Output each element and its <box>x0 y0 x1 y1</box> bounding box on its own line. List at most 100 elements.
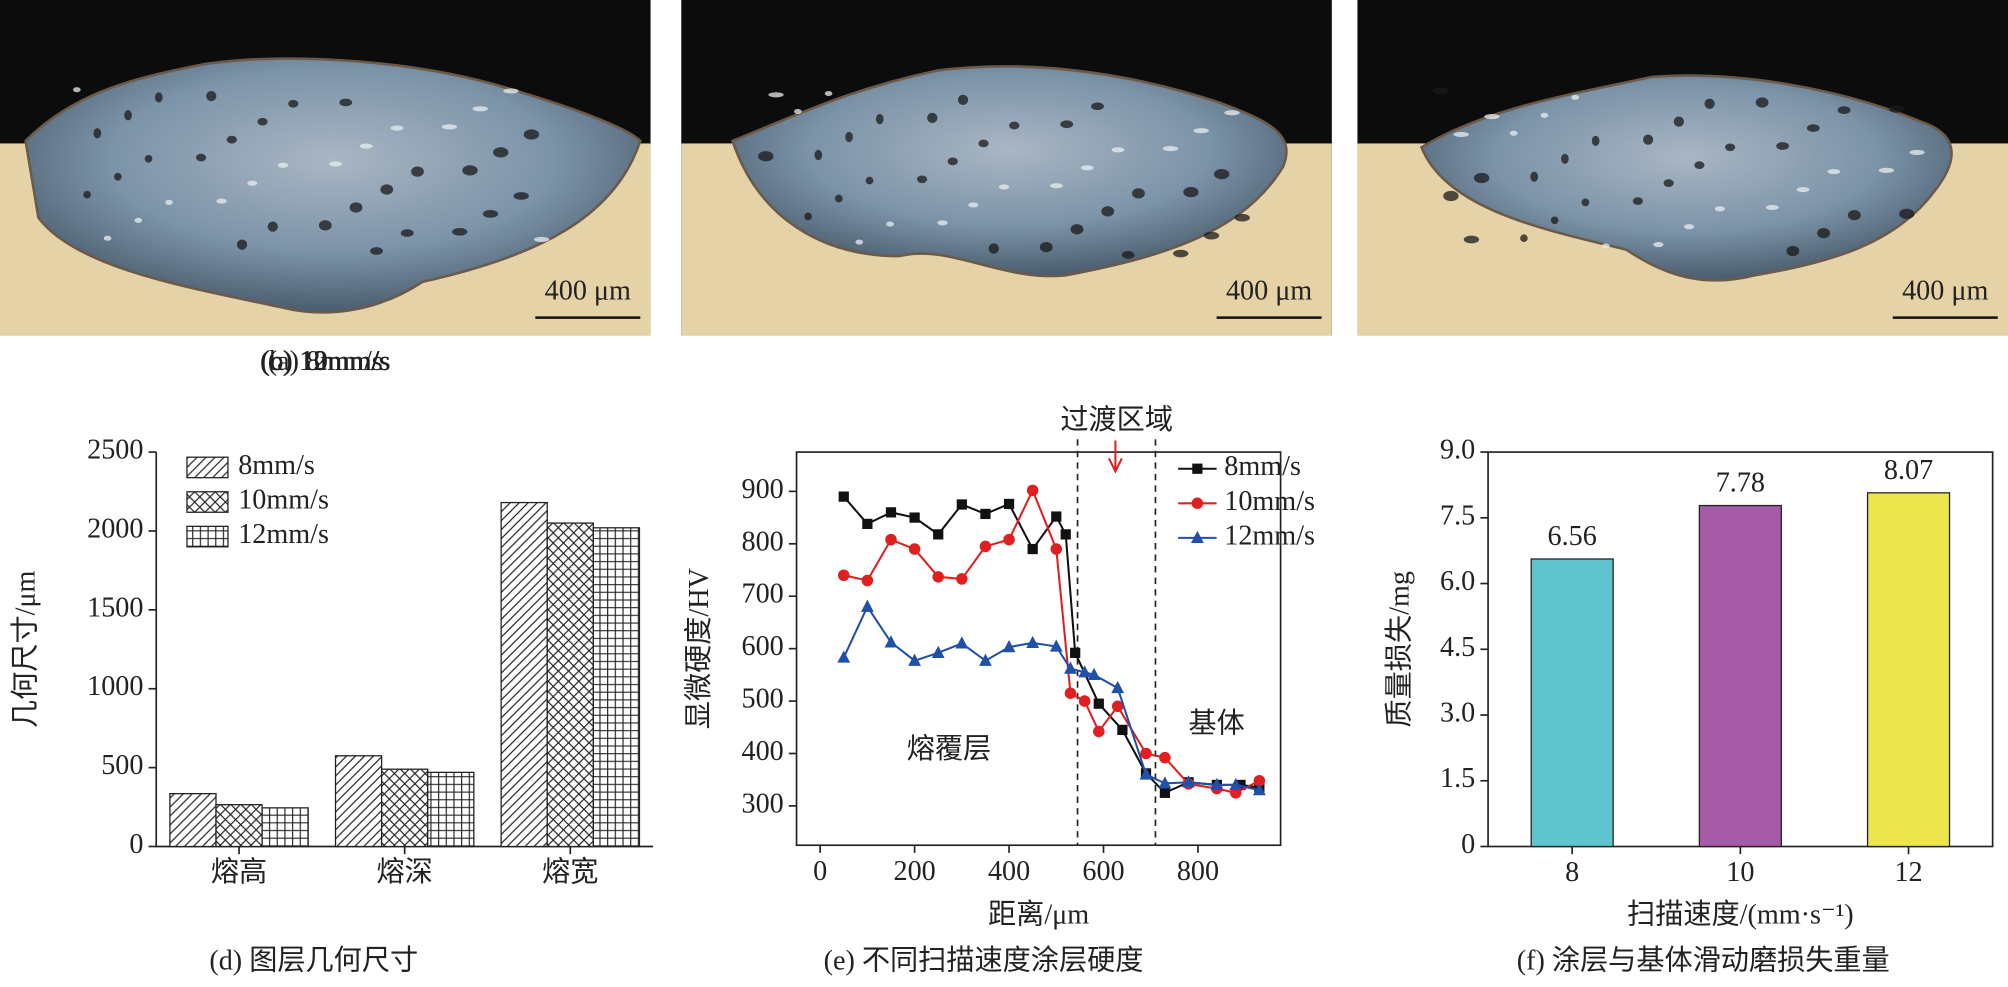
speckle <box>1684 224 1695 230</box>
marker <box>884 635 898 648</box>
speckle <box>814 149 823 161</box>
cladding <box>24 57 642 314</box>
marker <box>1252 783 1266 796</box>
marker <box>885 507 897 518</box>
marker <box>1139 767 1153 780</box>
speckle <box>441 124 458 130</box>
micrograph: 400 μm <box>681 0 1332 336</box>
y-tick-label: 600 <box>742 631 784 662</box>
speckle <box>1602 243 1610 249</box>
speckle <box>998 184 1010 190</box>
speckle <box>462 165 478 176</box>
speckle <box>1806 124 1820 132</box>
speckle <box>1162 146 1179 152</box>
x-tick-label: 800 <box>1177 856 1219 887</box>
speckle <box>916 175 928 184</box>
line <box>843 487 1260 794</box>
speckle <box>793 108 802 114</box>
y-tick-label: 900 <box>742 474 784 505</box>
marker <box>1078 695 1091 707</box>
speckle <box>1827 169 1841 175</box>
speckle <box>452 227 468 236</box>
speckle <box>988 243 999 254</box>
bar <box>169 793 217 848</box>
y-tick-label: 2500 <box>87 435 143 466</box>
speckle <box>886 221 894 227</box>
legend-marker <box>1191 497 1204 510</box>
speckle <box>1591 135 1600 147</box>
speckle <box>1550 216 1559 225</box>
x-tick-label: 200 <box>893 856 935 887</box>
speckle <box>1704 98 1715 109</box>
y-tick-label: 800 <box>742 526 784 557</box>
legend-label: 8mm/s <box>238 450 315 481</box>
speckle <box>1101 206 1115 217</box>
speckle <box>113 172 122 181</box>
y-tick-label: 3.0 <box>1440 697 1475 728</box>
speckle <box>1433 87 1449 95</box>
marker <box>908 653 922 666</box>
bar <box>1698 504 1782 848</box>
marker <box>1026 484 1039 497</box>
speckle <box>400 229 414 237</box>
speckle <box>1173 249 1189 258</box>
marker <box>1078 665 1092 678</box>
legend-swatch <box>186 491 229 513</box>
speckle <box>845 131 853 143</box>
bar <box>215 804 263 848</box>
speckle <box>1581 198 1590 207</box>
scale-bar-label: 400 μm <box>1902 276 1988 307</box>
marker <box>956 573 968 585</box>
speckle <box>1694 161 1705 170</box>
speckle <box>978 139 989 148</box>
marker <box>838 491 849 502</box>
y-tick-label: 7.5 <box>1440 500 1475 531</box>
marker <box>1003 533 1015 546</box>
speckle <box>1786 245 1800 257</box>
marker <box>956 499 967 510</box>
x-tick-label: 0 <box>813 856 827 887</box>
speckle <box>370 247 383 255</box>
marker <box>955 636 969 649</box>
marker <box>1087 667 1101 680</box>
marker <box>838 569 850 582</box>
speckle <box>1443 190 1459 202</box>
x-axis-label: 扫描速度/(mm·s⁻¹) <box>1627 898 1854 930</box>
speckle <box>1663 179 1674 187</box>
y-axis-label: 几何尺寸/μm <box>10 570 42 728</box>
speckle <box>513 192 529 200</box>
caption: (b) 10mm/s <box>260 346 391 377</box>
speckle <box>93 128 102 139</box>
legend-label: 12mm/s <box>1224 520 1315 551</box>
marker <box>1049 639 1063 652</box>
speckle <box>472 106 488 112</box>
speckle <box>968 202 979 208</box>
marker <box>1158 776 1172 789</box>
speckle <box>1234 213 1250 222</box>
y-tick-label: 500 <box>742 684 784 715</box>
y-tick-label: 4.5 <box>1440 632 1475 663</box>
speckle <box>534 236 550 243</box>
marker <box>1070 647 1081 658</box>
caption: (f) 涂层与基体滑动磨损失重量 <box>1517 945 1890 977</box>
bar <box>1866 492 1951 848</box>
bar <box>380 768 429 848</box>
marker <box>1064 661 1077 674</box>
speckle <box>1878 167 1895 173</box>
marker <box>1140 747 1152 760</box>
annotation: 熔覆层 <box>907 733 991 765</box>
bar <box>592 527 641 848</box>
speckle <box>768 92 784 98</box>
legend-swatch <box>186 456 229 479</box>
legend-label: 12mm/s <box>238 519 329 550</box>
speckle <box>318 220 332 231</box>
value-label: 8.07 <box>1884 455 1933 486</box>
speckle <box>758 151 774 162</box>
y-tick-label: 1000 <box>87 671 143 702</box>
marker <box>979 653 992 666</box>
speckle <box>493 147 509 158</box>
speckle <box>937 220 948 226</box>
speckle <box>124 110 132 121</box>
marker <box>1117 724 1128 736</box>
micrograph: 400 μm <box>1357 0 2008 336</box>
